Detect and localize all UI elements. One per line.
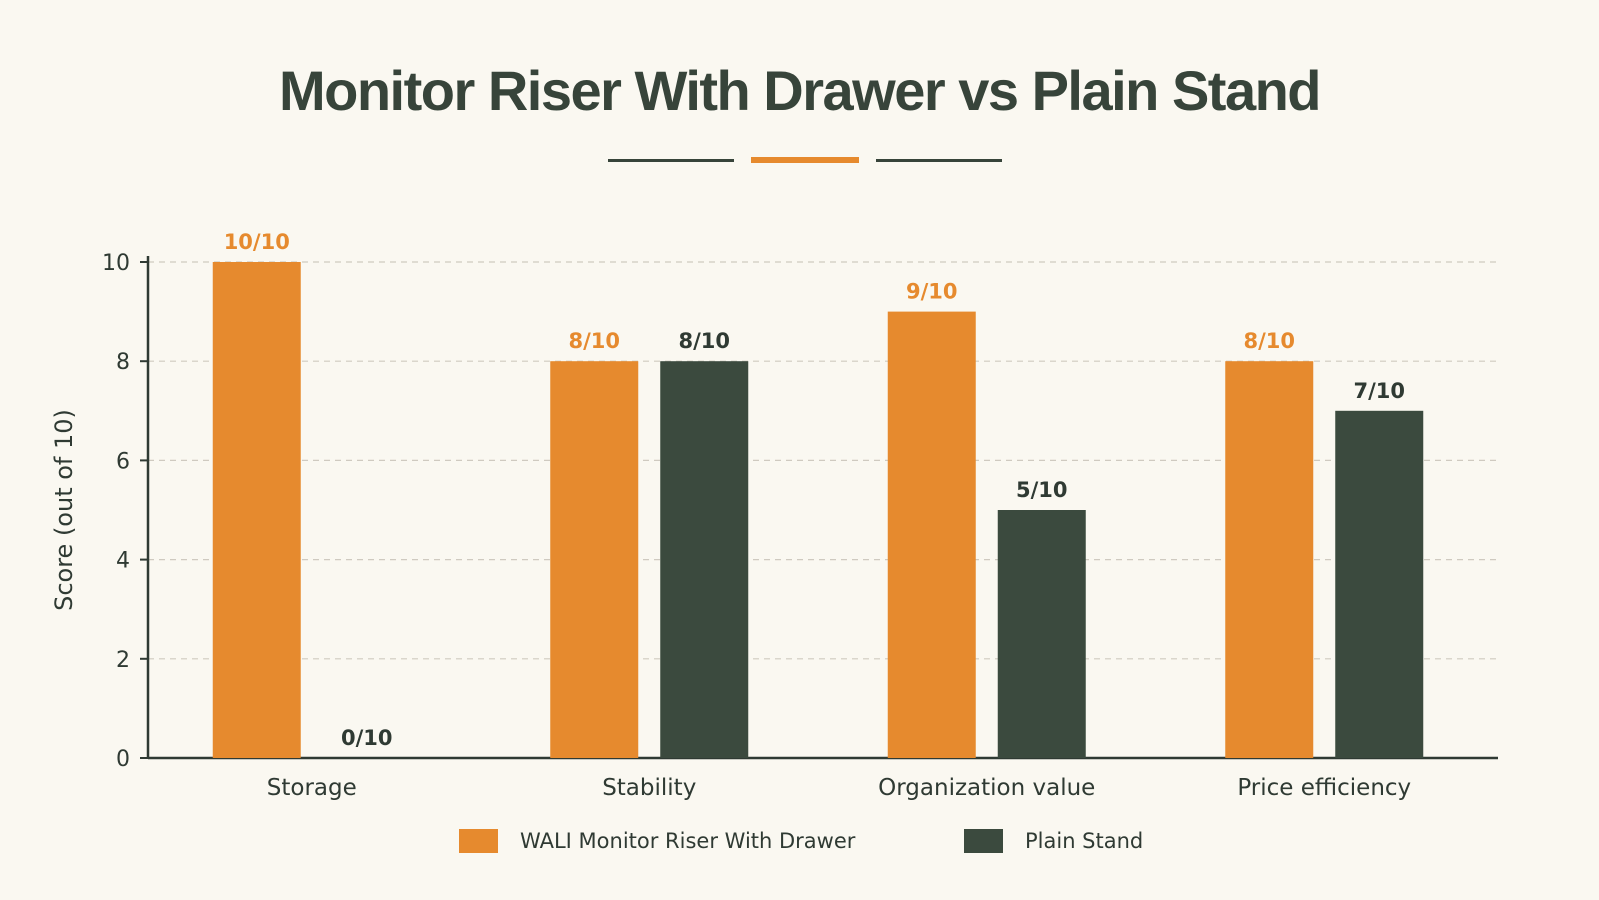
bar-value-label: 0/10: [341, 726, 393, 750]
x-tick-label: Storage: [267, 775, 357, 801]
legend-label-plain: Plain Stand: [1025, 829, 1144, 853]
y-tick-label: 6: [116, 449, 130, 474]
legend-item-plain: Plain Stand: [964, 829, 1143, 853]
legend-label-riser: WALI Monitor Riser With Drawer: [520, 829, 856, 853]
bar-plain: [660, 361, 749, 758]
legend-item-riser: WALI Monitor Riser With Drawer: [459, 829, 855, 853]
bar-value-label: 8/10: [568, 329, 620, 353]
bar-value-label: 10/10: [224, 230, 290, 254]
x-tick-label: Stability: [602, 775, 696, 801]
bar-plain: [1335, 410, 1424, 758]
bar-value-label: 8/10: [678, 329, 730, 353]
title-divider-right: [876, 159, 1002, 162]
y-axis-title: Score (out of 10): [50, 409, 78, 611]
bar-riser: [212, 262, 301, 758]
chart-title: Monitor Riser With Drawer vs Plain Stand: [278, 59, 1322, 122]
bar-value-label: 8/10: [1243, 329, 1295, 353]
title-divider-accent: [751, 157, 859, 163]
bar-value-label: 9/10: [906, 280, 958, 304]
legend-swatch-plain: [964, 829, 1003, 853]
x-tick-label: Price efficiency: [1237, 775, 1411, 801]
bar-riser: [550, 361, 639, 758]
y-tick-label: 2: [116, 648, 130, 673]
bar-value-label: 5/10: [1016, 478, 1068, 502]
bar-riser: [887, 311, 976, 758]
title-divider-left: [608, 159, 734, 162]
legend-swatch-riser: [459, 829, 498, 853]
bar-plain: [997, 510, 1086, 758]
bar-value-label: 7/10: [1353, 379, 1405, 403]
x-tick-label: Organization value: [878, 775, 1095, 801]
y-tick-label: 4: [116, 549, 130, 574]
y-tick-label: 0: [116, 747, 130, 772]
y-tick-label: 10: [102, 251, 130, 276]
y-tick-label: 8: [116, 350, 130, 375]
bar-riser: [1225, 361, 1314, 758]
